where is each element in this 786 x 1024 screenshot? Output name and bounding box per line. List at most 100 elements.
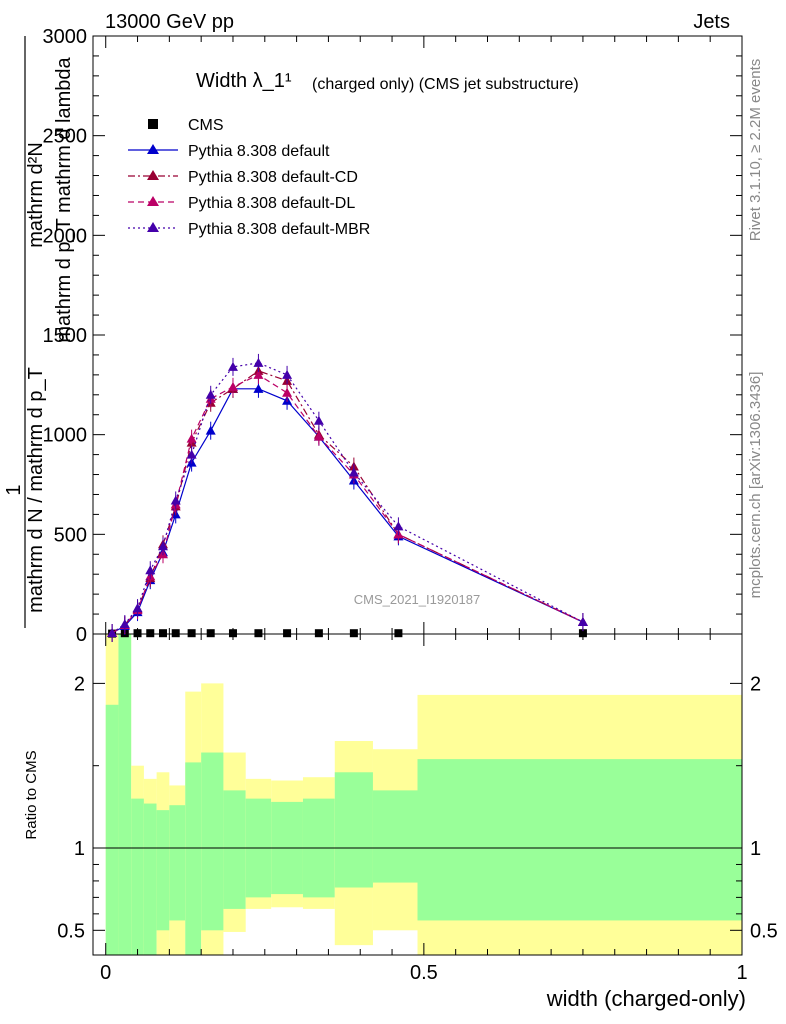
ratio-band-green-5	[169, 805, 186, 921]
ylabel-numerator-bottom: mathrm d p_T mathrm d lambda	[53, 56, 75, 342]
legend-item-2: Pythia 8.308 default-CD	[128, 169, 358, 186]
series-line-4	[111, 362, 584, 634]
point-4-10	[282, 369, 293, 379]
x-tick-label-2: 1	[736, 962, 747, 984]
legend-label-1: Pythia 8.308 default	[188, 143, 330, 160]
series-line-3	[111, 374, 584, 634]
ratio-ytick-label-right-1: 1	[750, 838, 761, 860]
point-1-9	[253, 383, 264, 393]
watermark: CMS_2021_I1920187	[354, 592, 481, 607]
ratio-band-green-3	[143, 803, 157, 955]
chart-subtitle: (charged only) (CMS jet substructure)	[312, 76, 579, 93]
y-axis-label-upper: mathrm d²N mathrm d p_T mathrm d lambda …	[3, 36, 75, 628]
point-4-7	[205, 389, 216, 399]
upper-ytick-label-3: 1500	[43, 325, 88, 347]
point-4-13	[393, 521, 404, 531]
series-4	[107, 353, 588, 643]
y-axis-label-ratio: Ratio to CMS	[23, 750, 40, 839]
cms-point-3	[146, 629, 155, 638]
cms-point-7	[206, 629, 215, 638]
ratio-band-green-7	[201, 752, 224, 931]
legend-item-0: CMS	[148, 117, 224, 134]
ratio-ytick-label-left-0: 0.5	[57, 920, 85, 942]
point-4-14	[577, 617, 588, 627]
upper-ytick-label-6: 3000	[43, 26, 88, 48]
cms-point-6	[187, 629, 196, 638]
header-right: Jets	[693, 11, 730, 33]
legend-marker-4	[147, 222, 159, 232]
ratio-band-green-6	[185, 762, 202, 955]
ratio-band-green-4	[156, 810, 170, 931]
cms-point-5	[171, 629, 180, 638]
series-1	[107, 379, 588, 643]
ylabel-numerator-top: mathrm d²N	[25, 142, 47, 248]
cms-point-10	[283, 629, 292, 638]
cms-point-9	[254, 629, 263, 638]
cms-point-14	[578, 629, 587, 638]
point-3-9	[253, 369, 264, 379]
legend-label-2: Pythia 8.308 default-CD	[188, 169, 358, 186]
point-4-5	[170, 495, 181, 505]
lower-plot-frame	[92, 633, 743, 956]
point-4-2	[132, 603, 143, 613]
cms-point-11	[314, 629, 323, 638]
x-tick-label-1: 0.5	[410, 962, 438, 984]
side-text-rivet: Rivet 3.1.10, ≥ 2.2M events	[747, 59, 764, 242]
upper-ytick-label-4: 2000	[43, 225, 88, 247]
point-3-6	[186, 433, 197, 443]
point-1-7	[205, 425, 216, 435]
side-text-mcplots: mcplots.cern.ch [arXiv:1306.3436]	[747, 372, 764, 599]
ratio-band-green-0	[105, 704, 119, 955]
legend-item-3: Pythia 8.308 default-DL	[128, 195, 355, 212]
legend-label-0: CMS	[188, 117, 224, 134]
upper-ytick-label-2: 1000	[43, 425, 88, 447]
point-4-3	[145, 565, 156, 575]
cms-point-13	[394, 629, 403, 638]
ratio-ytick-label-left-1: 1	[74, 838, 85, 860]
upper-ytick-label-5: 2500	[43, 126, 88, 148]
ratio-ytick-label-right-2: 2	[750, 673, 761, 695]
series-line-1	[111, 388, 584, 634]
legend-item-4: Pythia 8.308 default-MBR	[128, 221, 370, 238]
point-3-8	[227, 381, 238, 391]
point-4-0	[107, 628, 118, 638]
ylabel-denominator: mathrm d N / mathrm d p_T	[25, 367, 47, 613]
cms-point-12	[349, 629, 358, 638]
point-4-6	[186, 449, 197, 459]
legend-swatch-0	[148, 119, 158, 129]
cms-point-4	[158, 629, 167, 638]
x-axis-label: width (charged-only)	[546, 986, 746, 1011]
ratio-band-green-1	[118, 634, 132, 955]
point-4-8	[227, 361, 238, 371]
ylabel-one: 1	[3, 484, 25, 495]
point-4-4	[157, 541, 168, 551]
ratio-band-green-2	[131, 798, 144, 955]
cms-point-2	[133, 629, 142, 638]
point-3-10	[282, 387, 293, 397]
series-line-2	[111, 370, 584, 634]
legend-marker-2	[147, 170, 159, 180]
x-tick-label-0: 0	[100, 962, 111, 984]
ratio-band-green-8	[223, 790, 246, 909]
upper-ytick-label-1: 500	[54, 524, 87, 546]
point-3-11	[313, 431, 324, 441]
header-left: 13000 GeV pp	[105, 11, 234, 33]
ratio-ytick-label-left-2: 2	[74, 673, 85, 695]
point-4-9	[253, 357, 264, 367]
legend-marker-1	[147, 144, 159, 154]
ratio-band-green-14	[417, 759, 742, 921]
ratio-band-green-12	[334, 772, 373, 888]
legend-label-4: Pythia 8.308 default-MBR	[188, 221, 370, 238]
series-0	[108, 629, 587, 638]
ratio-band-green-13	[372, 790, 418, 883]
chart-title: Width λ_1¹	[196, 70, 292, 92]
legend-item-1: Pythia 8.308 default	[128, 143, 330, 160]
ratio-ytick-label-right-0: 0.5	[750, 920, 778, 942]
point-4-11	[313, 415, 324, 425]
legend-label-3: Pythia 8.308 default-DL	[188, 195, 355, 212]
upper-ytick-label-0: 0	[76, 624, 87, 646]
point-4-12	[348, 467, 359, 477]
legend-marker-3	[147, 196, 159, 206]
cms-point-8	[228, 629, 237, 638]
